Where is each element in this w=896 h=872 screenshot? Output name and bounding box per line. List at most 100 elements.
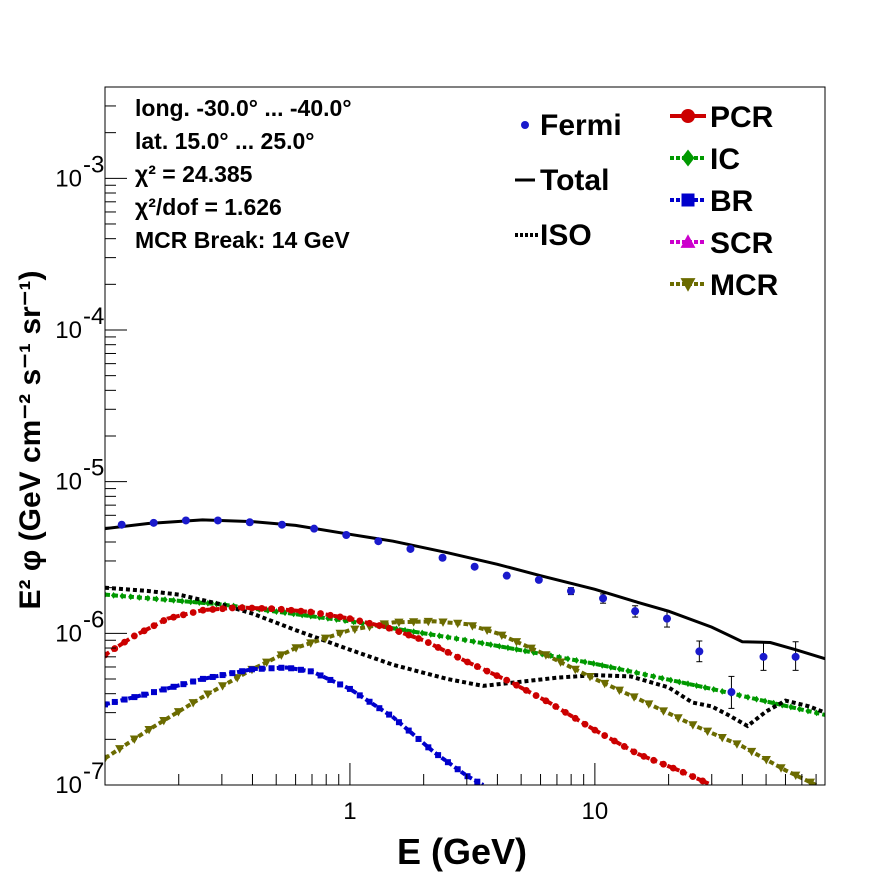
mcr-marker	[511, 638, 522, 647]
pcr-marker	[640, 752, 648, 760]
pcr-marker	[238, 604, 246, 612]
ic-marker	[179, 597, 185, 605]
mcr-marker	[129, 735, 139, 744]
ic-marker	[676, 678, 682, 686]
mcr-marker	[673, 714, 683, 723]
pcr-marker	[121, 638, 128, 646]
ic-marker	[685, 680, 691, 688]
br-marker	[454, 766, 461, 773]
pcr-marker	[650, 756, 658, 764]
mcr-marker	[453, 619, 463, 629]
pcr-marker	[385, 624, 393, 632]
br-marker	[105, 701, 108, 708]
series-layer	[105, 516, 825, 785]
ic-marker	[188, 598, 194, 606]
br-marker	[180, 681, 187, 688]
mcr-marker	[732, 740, 742, 749]
br-marker	[415, 735, 422, 742]
fermi-point	[278, 520, 287, 529]
ic-marker	[616, 665, 622, 673]
ic-marker	[351, 618, 357, 626]
plot-frame	[104, 86, 826, 786]
br-marker	[248, 666, 255, 673]
legend-swatch-marker	[681, 109, 695, 123]
pcr-marker	[228, 604, 236, 612]
ic-marker	[479, 639, 485, 647]
legend-label: Total	[540, 164, 609, 197]
mcr-marker	[409, 618, 419, 627]
mcr-marker	[379, 620, 389, 629]
info-line: lat. 15.0° ... 25.0°	[135, 128, 315, 154]
pcr-marker	[454, 653, 462, 661]
pcr-marker	[179, 611, 187, 619]
br-marker	[131, 694, 138, 701]
mcr-marker	[600, 679, 610, 689]
pcr-marker	[415, 635, 422, 642]
fermi-point	[759, 652, 768, 661]
ic-marker	[419, 629, 425, 637]
legend-fermi-marker	[521, 121, 529, 129]
ic-marker	[582, 658, 588, 666]
br-marker	[376, 705, 383, 712]
mcr-marker	[482, 626, 492, 636]
ic-marker	[513, 646, 520, 653]
br-marker	[317, 672, 324, 679]
mcr-marker	[217, 682, 228, 691]
ic-marker	[651, 673, 657, 680]
mcr-marker	[688, 721, 698, 730]
legend-label: MCR	[710, 269, 779, 302]
pcr-marker	[336, 613, 344, 621]
br-marker	[386, 711, 393, 718]
br-marker	[337, 681, 344, 688]
ic-marker	[522, 647, 528, 655]
mcr-marker	[644, 700, 654, 709]
mcr-marker	[497, 631, 507, 641]
br-marker	[258, 665, 265, 672]
pcr-marker	[130, 632, 138, 640]
br-marker	[405, 727, 412, 734]
pcr-marker	[611, 737, 618, 745]
br-marker	[229, 670, 236, 677]
pcr-marker	[660, 760, 667, 768]
legend-label: PCR	[710, 101, 774, 134]
ic-marker	[105, 591, 108, 598]
pcr-marker	[562, 708, 569, 716]
ic-marker	[659, 674, 665, 682]
mcr-marker	[232, 674, 242, 683]
pcr-marker	[503, 676, 511, 684]
pcr-marker	[160, 617, 168, 624]
br-marker	[111, 698, 118, 705]
fermi-point	[310, 524, 319, 533]
pcr-marker	[493, 672, 501, 680]
ic-marker	[145, 594, 151, 602]
mcr-marker	[188, 699, 198, 708]
mcr-marker	[144, 725, 154, 735]
br-marker	[444, 759, 451, 766]
ic-marker	[642, 671, 648, 678]
pcr-marker	[297, 607, 305, 615]
pcr-marker	[669, 764, 677, 772]
mcr-marker	[555, 658, 566, 667]
x-tick-label: 1	[343, 798, 356, 825]
fermi-point	[213, 516, 222, 525]
legend-label: ISO	[540, 219, 592, 252]
pcr-marker	[199, 606, 207, 614]
ic-marker	[736, 691, 742, 699]
pcr-marker	[268, 605, 275, 613]
info-line: MCR Break: 14 GeV	[135, 227, 350, 253]
ic-marker	[471, 638, 477, 645]
fermi-point	[502, 571, 511, 580]
mcr-marker	[702, 727, 713, 737]
pcr-marker	[620, 743, 628, 750]
pcr-marker	[424, 639, 432, 646]
pcr-marker	[434, 644, 442, 651]
ic-marker	[445, 633, 451, 641]
pcr-marker	[395, 628, 403, 636]
br-marker	[435, 752, 442, 759]
legend-swatch-marker	[681, 149, 695, 167]
ic-marker	[170, 597, 177, 604]
mcr-marker	[335, 629, 345, 639]
br-marker	[425, 744, 432, 751]
y-tick-labels: 10-710-610-510-410-3	[55, 151, 104, 799]
